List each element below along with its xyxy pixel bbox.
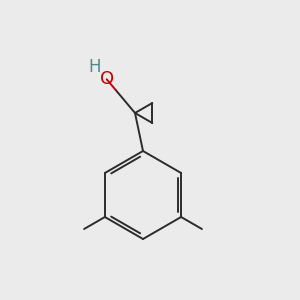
Text: H: H [88,58,101,76]
Text: O: O [100,70,114,88]
